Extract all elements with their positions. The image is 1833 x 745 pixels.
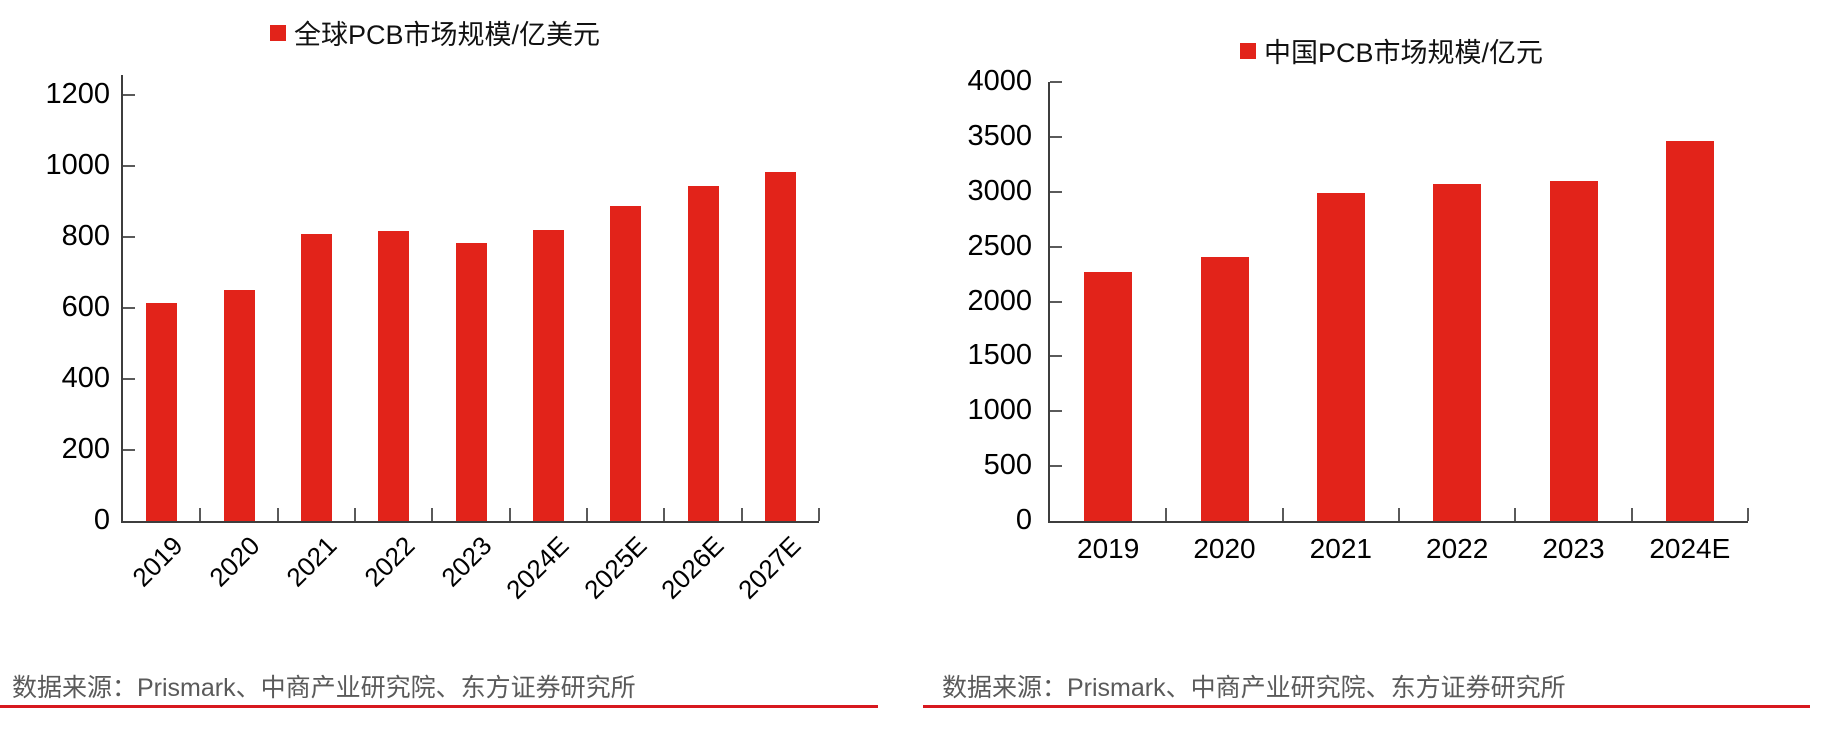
x-tick	[1398, 508, 1400, 521]
y-tick-label: 200	[61, 433, 110, 465]
x-tick	[740, 508, 743, 521]
x-tick-label: 2021	[1309, 533, 1372, 564]
legend-label: 全球PCB市场规模/亿美元	[294, 20, 601, 50]
x-tick-label: 2023	[1542, 533, 1605, 564]
y-axis	[121, 75, 123, 521]
bar	[1200, 256, 1249, 521]
x-tick	[508, 508, 511, 521]
divider-rule	[923, 705, 1810, 708]
legend: 全球PCB市场规模/亿美元	[270, 13, 600, 52]
y-tick	[1050, 190, 1062, 193]
y-tick-label: 1000	[45, 149, 110, 181]
bar	[378, 230, 410, 521]
y-tick-label: 1000	[967, 394, 1032, 427]
y-tick-label: 4000	[967, 65, 1032, 97]
bar	[1084, 271, 1133, 521]
bar	[764, 172, 796, 521]
legend-label: 中国PCB市场规模/亿元	[1264, 38, 1544, 68]
bar	[687, 186, 719, 521]
y-axis	[1048, 82, 1050, 521]
y-tick	[1050, 81, 1062, 83]
x-tick-label: 2019	[1077, 533, 1140, 564]
bar	[610, 206, 642, 521]
y-tick	[123, 165, 135, 167]
y-tick	[123, 236, 135, 238]
y-tick	[1050, 465, 1062, 468]
x-tick-label: 2022	[1426, 533, 1489, 564]
x-tick	[1165, 508, 1168, 521]
y-tick-label: 800	[61, 220, 110, 252]
y-tick-label: 1200	[45, 78, 110, 110]
y-tick	[1050, 355, 1062, 358]
bar	[1316, 192, 1365, 521]
y-tick-label: 2500	[967, 229, 1032, 262]
y-tick	[1050, 300, 1062, 303]
y-tick-label: 1500	[967, 339, 1032, 372]
x-tick	[1514, 508, 1517, 521]
bar	[223, 289, 255, 521]
bar	[1665, 141, 1714, 521]
y-tick-label: 600	[61, 291, 110, 323]
y-tick	[123, 94, 135, 96]
x-tick	[1747, 508, 1749, 521]
bar	[455, 242, 487, 521]
x-tick	[276, 508, 279, 521]
y-tick	[123, 378, 135, 380]
y-tick-label: 2000	[967, 284, 1032, 317]
bar	[532, 230, 564, 521]
source-note: 数据来源：Prismark、中商产业研究院、东方证券研究所	[942, 674, 1566, 702]
divider-rule	[0, 705, 878, 708]
x-tick	[663, 508, 666, 521]
bar	[1433, 184, 1482, 521]
source-note: 数据来源：Prismark、中商产业研究院、东方证券研究所	[12, 674, 636, 702]
y-tick	[123, 307, 135, 309]
x-tick	[354, 508, 356, 521]
x-tick	[431, 508, 434, 521]
y-tick-label: 400	[61, 362, 110, 394]
y-tick-label: 3000	[967, 174, 1032, 207]
y-tick-label: 0	[1015, 504, 1032, 536]
x-tick	[818, 508, 820, 521]
y-tick-label: 0	[93, 504, 110, 536]
legend-swatch-icon	[270, 24, 286, 41]
y-tick-label: 500	[983, 449, 1032, 482]
bar	[1549, 181, 1598, 521]
x-tick	[1281, 508, 1284, 521]
x-tick-label: 2024E	[1649, 533, 1731, 564]
y-tick	[123, 449, 135, 451]
legend: 中国PCB市场规模/亿元	[1240, 31, 1543, 70]
bar	[146, 303, 178, 521]
y-tick	[1050, 410, 1062, 413]
y-tick	[1050, 135, 1062, 138]
legend-swatch-icon	[1240, 42, 1256, 59]
y-tick	[1050, 245, 1062, 248]
bar	[300, 233, 332, 521]
x-tick-label: 2020	[1193, 533, 1256, 564]
x-axis	[1048, 521, 1748, 523]
x-axis	[121, 521, 819, 523]
x-tick	[199, 508, 202, 521]
y-tick-label: 3500	[967, 119, 1032, 152]
x-tick	[1630, 508, 1633, 521]
x-tick	[586, 508, 588, 521]
